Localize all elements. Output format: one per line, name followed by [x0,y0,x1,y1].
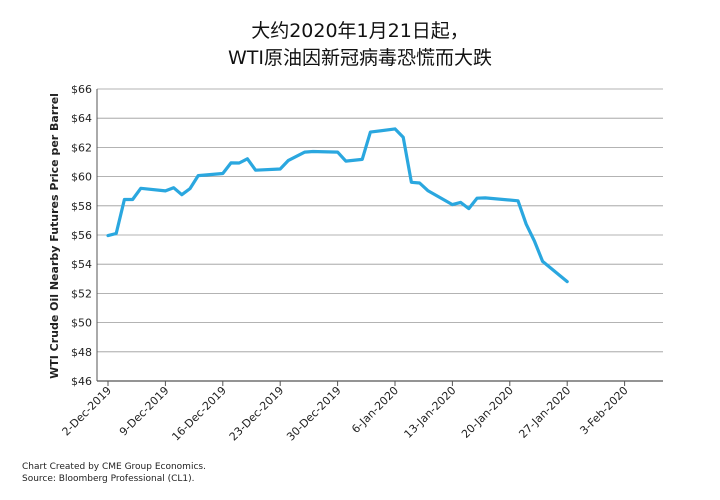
y-tick-label: $62 [71,141,92,154]
x-tick-label: 16-Dec-2019 [169,384,229,444]
x-tick-label: 2-Dec-2019 [60,384,115,439]
x-tick-label: 3-Feb-2020 [577,384,630,437]
footer-credit: Chart Created by CME Group Economics. [22,462,206,472]
footer-source: Source: Bloomberg Professional (CL1). [22,474,195,484]
chart-title: 大约2020年1月21日起， WTI原油因新冠病毒恐慌而大跌 [0,18,720,72]
chart-title-line-1: 大约2020年1月21日起， [251,20,469,42]
y-tick-label: $58 [71,200,92,213]
y-tick-label: $64 [71,112,92,125]
x-tick-label: 6-Jan-2020 [349,384,401,436]
chart-footer: Chart Created by CME Group Economics. So… [22,461,206,485]
x-tick-label: 23-Dec-2019 [227,384,287,444]
y-tick-label: $50 [71,317,92,330]
axes [96,89,626,386]
y-tick-label: $66 [71,83,92,96]
gridlines [97,88,663,382]
y-tick-label: $46 [71,375,92,388]
x-axis-ticks: 2-Dec-2019 9-Dec-201916-Dec-201923-Dec-20… [60,384,631,444]
x-tick-label: 27-Jan-2020 [516,384,573,441]
y-tick-label: $48 [71,346,92,359]
y-tick-label: $60 [71,171,92,184]
y-tick-label: $56 [71,229,92,242]
x-tick-label: 30-Dec-2019 [284,384,344,444]
y-tick-label: $52 [71,287,92,300]
y-axis-label: WTI Crude Oil Nearby Futures Price per B… [48,93,61,379]
x-tick-label: 13-Jan-2020 [402,384,459,441]
x-tick-label: 20-Jan-2020 [459,384,516,441]
chart-title-line-2: WTI原油因新冠病毒恐慌而大跌 [228,47,492,69]
x-tick-label: 9-Dec-2019 [117,384,172,439]
y-tick-label: $54 [71,258,92,271]
series-line-wti [106,127,569,284]
y-axis-ticks: $66 $64 $62 $60 $58 $56 $54 $52 $50 $48 $46 [71,83,92,388]
